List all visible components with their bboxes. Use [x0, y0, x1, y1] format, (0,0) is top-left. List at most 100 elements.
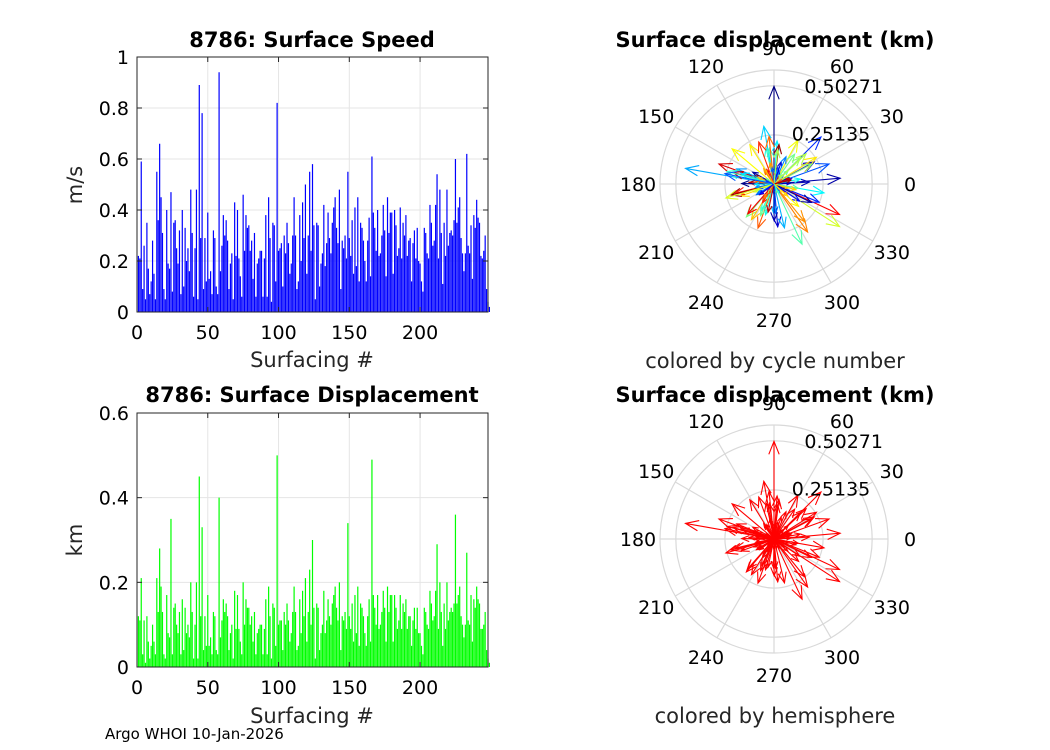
polar2-vector: [773, 538, 797, 546]
polar1-vector: [773, 183, 800, 207]
polar1-vector-head: [747, 180, 756, 186]
polar1-vector-head: [779, 179, 783, 182]
polar2-vector-head: [733, 542, 746, 551]
speed-ytick-label: 0.6: [99, 149, 129, 171]
polar1-vector: [773, 183, 820, 203]
polar2-vector: [773, 536, 810, 540]
polar1-vector-head: [733, 187, 746, 196]
polar1-vector-head: [765, 134, 776, 149]
polar2-vector-head: [768, 439, 780, 455]
polar2-vector: [773, 538, 803, 600]
polar1-angle-label: 120: [688, 56, 724, 78]
polar2-angle-label: 300: [824, 647, 860, 669]
polar2-vector-head: [684, 520, 700, 532]
polar2-vector-head: [768, 516, 774, 524]
polar2-vector: [724, 528, 775, 540]
polar1-angle-label: 150: [638, 106, 674, 128]
polar1-vector: [773, 183, 800, 202]
polar2-vector: [773, 534, 791, 540]
polar2-title: Surface displacement (km): [615, 383, 934, 407]
polar2-vector-head: [776, 545, 780, 550]
polar2-vector-head: [791, 511, 802, 522]
polar1-vector-head: [765, 177, 769, 182]
polar1-vector-head: [758, 190, 765, 196]
polar2-vector-head: [792, 549, 801, 557]
polar2-vector-head: [787, 494, 799, 508]
polar1-vector: [767, 183, 775, 213]
polar2-vector-head: [739, 527, 750, 535]
polar2-vector: [758, 496, 775, 540]
polar2-vector: [771, 522, 775, 540]
polar2-angle-label: 30: [880, 461, 904, 483]
polar1-vector-head: [786, 178, 793, 184]
polar2-vector: [773, 511, 787, 540]
polar2-vector-head: [800, 533, 811, 542]
polar1-angle-label: 0: [904, 174, 916, 196]
speed-xtick-label: 100: [260, 322, 296, 344]
polar1-angle-label: 270: [756, 310, 792, 332]
polar2-vector: [773, 538, 820, 558]
polar2-subtitle: colored by hemisphere: [655, 704, 896, 728]
polar1-vector-head: [739, 172, 750, 180]
polar2-vector-head: [723, 525, 738, 537]
polar1-vector-head: [773, 148, 781, 159]
polar2-vector-head: [717, 517, 733, 529]
polar1-vector-head: [815, 162, 831, 174]
polar2-vector-head: [762, 522, 768, 529]
speed-xtick-label: 50: [196, 322, 220, 344]
polar1-vector-head: [811, 185, 826, 196]
polar2-vector-head: [758, 545, 765, 551]
polar1-vector-head: [825, 203, 841, 216]
polar1-vector-head: [777, 216, 787, 230]
polar1-vector-head: [791, 156, 802, 167]
polar2-vector-head: [747, 535, 756, 541]
polar1-vector-head: [740, 180, 750, 188]
polar1-vector: [763, 168, 775, 185]
polar2-vector: [773, 538, 786, 583]
polar2-vector-head: [800, 549, 813, 559]
speed-ytick-label: 0.8: [99, 98, 129, 120]
polar1-vector-head: [770, 212, 779, 223]
polar2-vector-head: [795, 573, 809, 589]
polar2-vector-head: [766, 560, 773, 569]
polar1-vector: [724, 173, 775, 185]
polar1-vector-head: [761, 203, 768, 212]
polar1-vector-head: [768, 84, 780, 100]
polar1-angle-label: 30: [880, 106, 904, 128]
polar2-vector: [773, 538, 800, 557]
polar2-angle-label: 240: [688, 647, 724, 669]
polar1-subtitle: colored by cycle number: [645, 349, 905, 373]
polar1-radial-label: 0.25135: [792, 124, 871, 146]
polar1-vector-head: [724, 189, 739, 200]
polar1-vector-head: [749, 143, 760, 157]
polar1-vector: [725, 183, 775, 199]
polar2-angle-label: 180: [620, 529, 656, 551]
speed-xtick-label: 150: [331, 322, 367, 344]
polar1-vector-head: [793, 210, 806, 223]
polar2-vector: [767, 538, 775, 568]
polar2-vector-head: [752, 536, 760, 542]
polar1-vector-head: [750, 209, 761, 221]
polar1-vector-head: [746, 204, 757, 215]
polar2-vector-head: [801, 518, 814, 528]
polar1-vector-head: [768, 161, 774, 169]
polar1-vector-head: [790, 198, 800, 208]
polar1-vector-head: [763, 193, 768, 200]
polar1-vector: [773, 183, 812, 203]
polar1-angle-label: 330: [874, 242, 910, 264]
polar1-vector: [773, 153, 807, 185]
polar2-vector-head: [746, 559, 757, 570]
polar2-vector-head: [761, 552, 768, 559]
polar2-angle-label: 210: [638, 597, 674, 619]
polar1-vector: [747, 183, 775, 215]
polar1-vector-head: [770, 166, 775, 172]
polar2-vector-head: [740, 535, 750, 543]
polar1-vector-head: [766, 205, 773, 214]
displacement-xtick-label: 150: [331, 677, 367, 699]
polar2-vector-head: [768, 545, 772, 550]
polar1-vector: [773, 156, 787, 185]
polar1-vector-head: [792, 194, 801, 202]
polar1-vector-head: [776, 190, 780, 195]
polar1-vector-head: [807, 135, 823, 151]
polar2-vector-head: [825, 558, 841, 571]
